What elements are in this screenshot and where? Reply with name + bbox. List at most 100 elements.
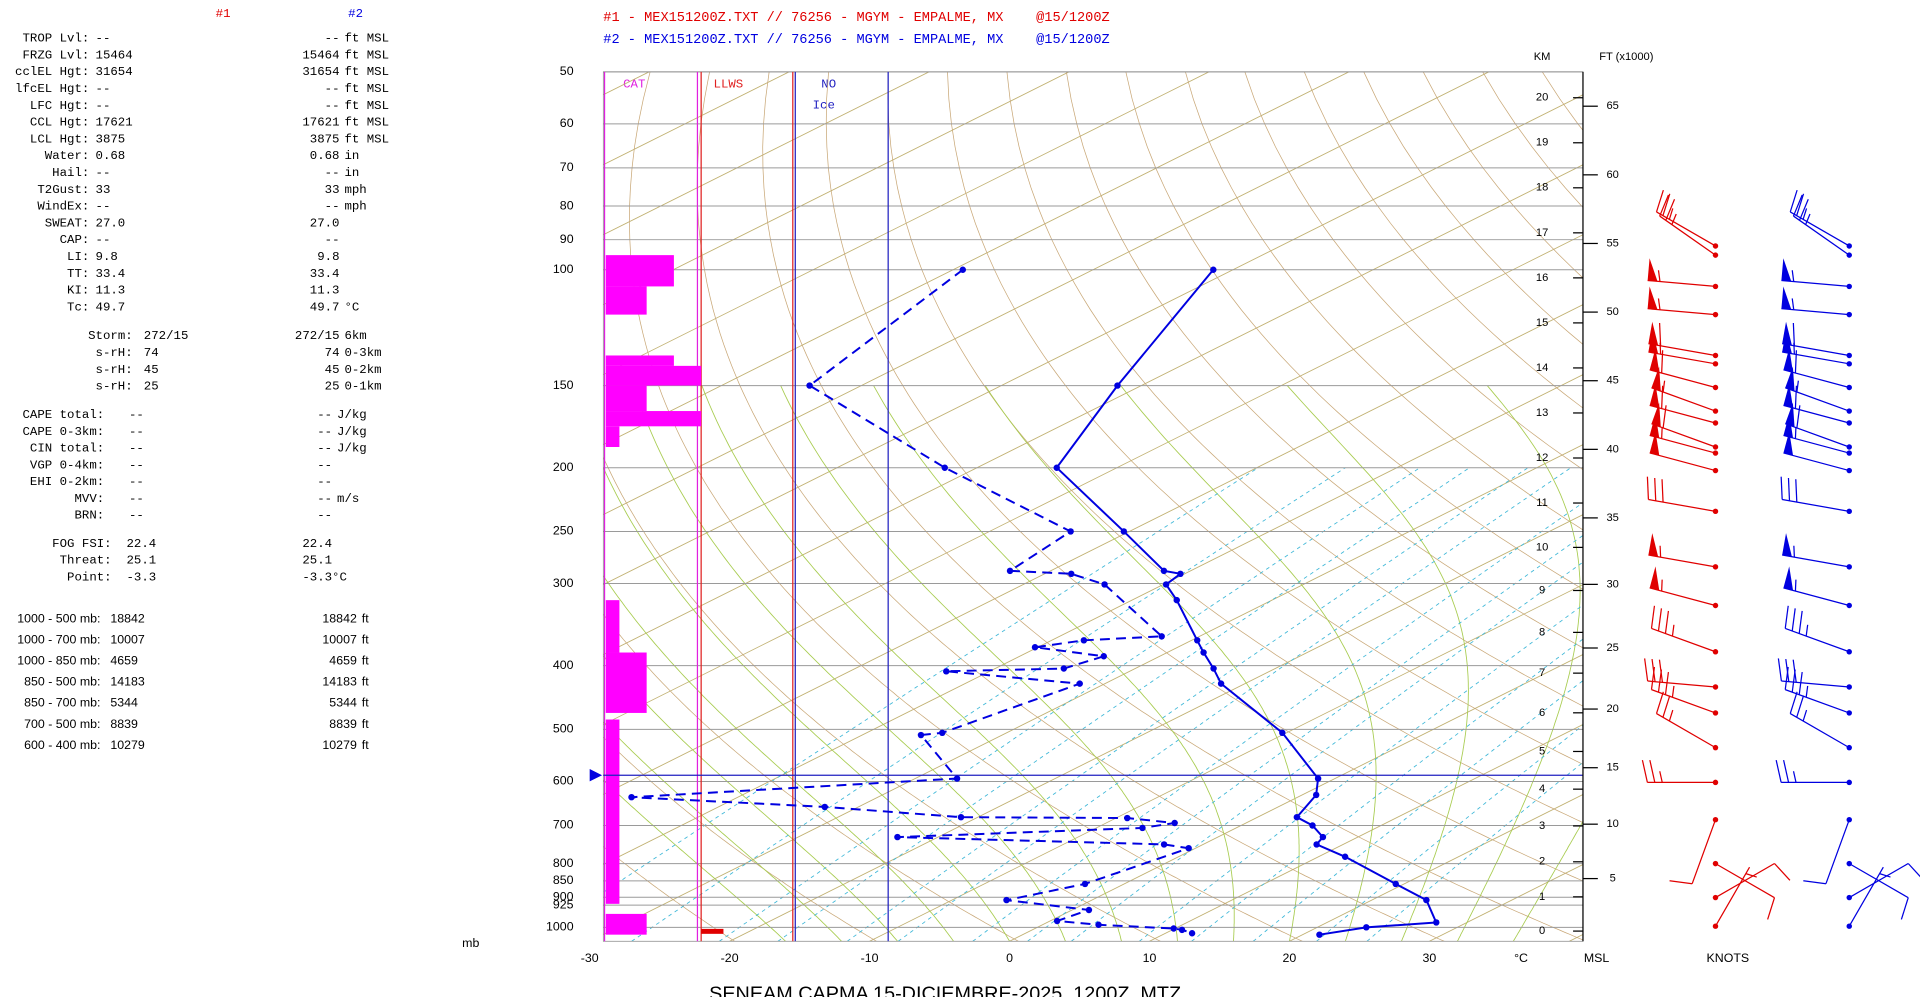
column-header: #2 xyxy=(348,7,363,21)
msl-label: MSL xyxy=(1584,951,1610,965)
barb-dot xyxy=(1846,283,1852,290)
barb-staff xyxy=(1781,308,1850,316)
mixing-ratio xyxy=(1139,604,1583,942)
mixing-ratio xyxy=(1316,724,1583,942)
barb-feather xyxy=(1650,666,1656,690)
profile-point xyxy=(1053,464,1060,471)
wind-barb xyxy=(1777,658,1852,690)
barb-half xyxy=(1792,771,1797,783)
barb-staff xyxy=(1649,434,1716,454)
barb-dot xyxy=(1846,649,1852,655)
barb-feather xyxy=(1767,897,1776,920)
km-tick-label: 16 xyxy=(1536,272,1548,284)
profile-point xyxy=(957,813,965,821)
ft-tick-label: 15 xyxy=(1607,762,1619,774)
profile-point xyxy=(1279,729,1286,737)
profile-point xyxy=(1314,775,1322,782)
dry-adiabat xyxy=(1541,71,1583,131)
barb-dot xyxy=(1712,283,1719,290)
unit: 6km xyxy=(344,329,366,343)
barb-staff xyxy=(1785,627,1850,653)
value-2: -3.3 xyxy=(302,570,332,584)
barb-staff xyxy=(1789,211,1850,247)
isotherm xyxy=(603,374,1583,865)
cat-bar xyxy=(605,426,620,447)
km-tick-label: 20 xyxy=(1536,92,1548,104)
ft-tick-label: 5 xyxy=(1610,873,1616,885)
y-tick-label: 60 xyxy=(560,116,574,130)
mixing-ratio xyxy=(1071,561,1583,942)
wind-barb xyxy=(1846,862,1920,901)
wind-barb xyxy=(1783,566,1852,609)
barb-staff xyxy=(1785,689,1850,714)
y-tick-label: 80 xyxy=(560,198,574,212)
dry-adiabat xyxy=(1185,71,1583,531)
barb-pennant xyxy=(1649,566,1660,591)
wind-label: KNOTS xyxy=(1707,951,1750,965)
row-label: EHI 0-2km: xyxy=(30,475,104,489)
profile-point xyxy=(1194,637,1201,644)
unit: °C xyxy=(344,300,359,314)
isotherm xyxy=(1569,933,1583,942)
wind-barb xyxy=(1647,286,1719,318)
barb-pennant xyxy=(1783,413,1794,439)
barb-staff xyxy=(1848,866,1884,927)
barb-feather xyxy=(1803,880,1827,885)
value-2: -- xyxy=(317,458,332,472)
wind-barb xyxy=(1712,866,1757,929)
value-2: 8839 xyxy=(329,717,357,731)
barb-feather xyxy=(1907,863,1920,878)
ft-tick-label: 65 xyxy=(1607,100,1619,112)
x-tick-label: 30 xyxy=(1423,951,1437,965)
km-tick-label: 4 xyxy=(1539,783,1545,795)
wind-barb xyxy=(1669,816,1719,885)
unit: ft xyxy=(362,633,369,647)
value-2: -- xyxy=(317,408,332,422)
value-2: 25.1 xyxy=(302,554,332,568)
panel-label: LLWS xyxy=(714,77,744,91)
barb-feather xyxy=(1789,189,1798,213)
wind-barb xyxy=(1803,816,1852,885)
cat-bar xyxy=(605,365,702,386)
profile-point xyxy=(1067,528,1074,535)
wind-barb xyxy=(1650,605,1719,655)
km-tick-label: 11 xyxy=(1536,497,1548,509)
value-1: -- xyxy=(96,99,111,113)
value-2: -- xyxy=(317,492,332,506)
profile-point xyxy=(1433,919,1440,926)
x-tick-label: -20 xyxy=(721,951,739,965)
barb-dot xyxy=(1712,816,1719,823)
cat-bar xyxy=(605,719,620,904)
profile-point xyxy=(1120,528,1128,535)
profile-point xyxy=(1080,637,1088,644)
profile-point xyxy=(1178,926,1186,934)
ft-tick-label: 10 xyxy=(1607,818,1619,830)
profile-point xyxy=(1068,570,1075,578)
barb-dot xyxy=(1712,508,1719,515)
barb-pennant xyxy=(1782,533,1792,557)
barb-staff xyxy=(1782,498,1850,512)
dry-adiabat xyxy=(762,71,1583,941)
wind-barb xyxy=(1782,533,1852,570)
value-1: 74 xyxy=(144,346,159,360)
row-label: Hail: xyxy=(52,166,89,180)
isotherm xyxy=(603,71,790,166)
value-2: 49.7 xyxy=(310,300,340,314)
barb-dot xyxy=(1846,684,1852,690)
profile-point xyxy=(1158,633,1165,640)
wind-barb xyxy=(1647,258,1719,290)
barb-dot xyxy=(1846,860,1852,867)
frame xyxy=(602,71,1584,942)
y-tick-label: 150 xyxy=(553,378,574,392)
row-label: cclEL Hgt: xyxy=(15,65,89,79)
barb-feather xyxy=(1775,759,1782,783)
row-label: 1000 - 850 mb: xyxy=(17,654,100,668)
file-header: #2 - MEX151200Z.TXT // 76256 - MGYM - EM… xyxy=(603,33,1109,48)
value-2: 9.8 xyxy=(317,250,339,264)
barb-half xyxy=(1657,270,1661,282)
ft-tick-label: 35 xyxy=(1607,512,1619,524)
wind-barb xyxy=(1781,286,1852,318)
wind-barb xyxy=(1712,860,1776,920)
dry-adiabat xyxy=(887,71,1583,824)
y-axis-label: mb xyxy=(462,936,479,950)
